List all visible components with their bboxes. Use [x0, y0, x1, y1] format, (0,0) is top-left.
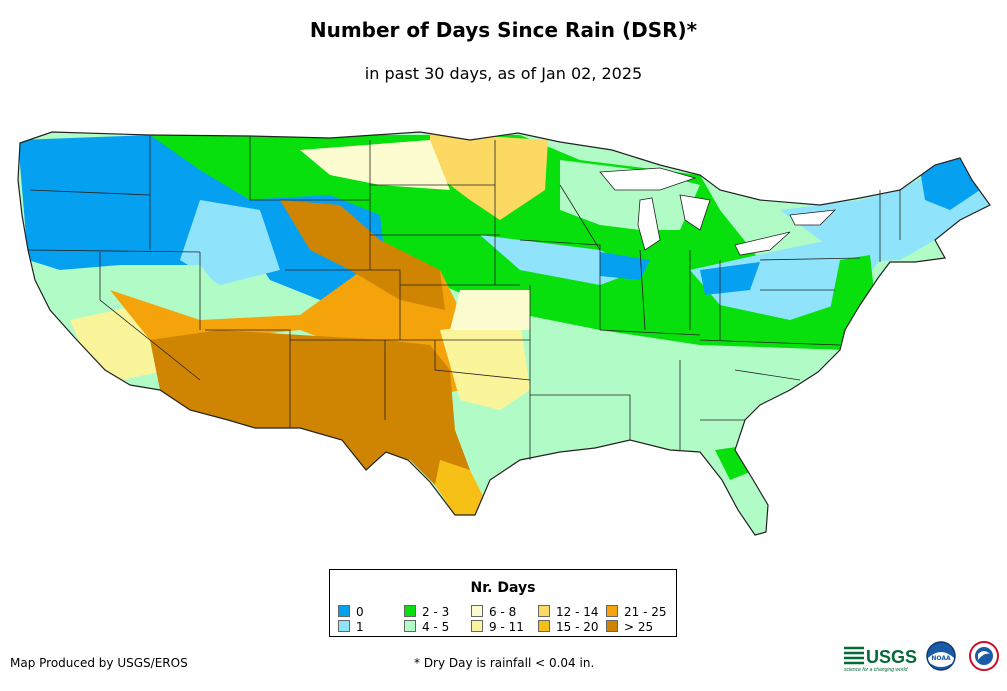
zone-6-8-northplains: [300, 140, 450, 190]
nws-logo: [969, 641, 999, 671]
legend-label: 21 - 25: [624, 605, 667, 619]
zone-0-midwest: [600, 252, 650, 280]
legend-item-12-14: 12 - 14: [538, 605, 599, 619]
noaa-logo: NOAA: [926, 641, 956, 671]
legend-swatch: [471, 605, 483, 617]
legend-swatch: [606, 605, 618, 617]
map-credit: Map Produced by USGS/EROS: [10, 656, 188, 670]
legend-swatch: [606, 620, 618, 632]
legend-swatch: [538, 620, 550, 632]
legend-swatch: [471, 620, 483, 632]
legend-label: 6 - 8: [489, 605, 517, 619]
legend-label: 15 - 20: [556, 620, 599, 634]
legend-title: Nr. Days: [470, 580, 536, 596]
zone-gt25-southwest: [150, 330, 470, 500]
legend-item-21-25: 21 - 25: [606, 605, 667, 619]
legend-label: 0: [356, 605, 364, 619]
legend-item-4-5: 4 - 5: [404, 620, 449, 634]
legend: Nr. Days 0 1 2 - 3 4 - 5 6 - 8 9 - 11 12…: [329, 569, 677, 637]
legend-item-6-8: 6 - 8: [471, 605, 516, 619]
legend-item-15-20: 15 - 20: [538, 620, 599, 634]
legend-item-gt25: > 25: [606, 620, 653, 634]
zone-9-11-southern-plains: [440, 320, 530, 410]
legend-label: 2 - 3: [422, 605, 450, 619]
zone-12-14-dakotas: [430, 133, 548, 220]
great-lakes: [599, 167, 837, 256]
legend-swatch: [404, 620, 416, 632]
map-title: Number of Days Since Rain (DSR)*: [309, 18, 698, 42]
usgs-tagline: science for a changing world: [844, 667, 908, 673]
us-outline: [17, 131, 991, 536]
legend-label: 9 - 11: [489, 620, 524, 634]
legend-swatch: [338, 605, 350, 617]
legend-swatch: [538, 605, 550, 617]
legend-label: 1: [356, 620, 364, 634]
state-boundaries: [27, 135, 901, 460]
footnote: * Dry Day is rainfall < 0.04 in.: [414, 656, 595, 670]
legend-item-0: 0: [338, 605, 364, 619]
noaa-wordmark: NOAA: [931, 655, 951, 662]
legend-swatch: [338, 620, 350, 632]
agency-logos: USGS science for a changing world NOAA: [844, 641, 999, 673]
map-subtitle: in past 30 days, as of Jan 02, 2025: [364, 64, 643, 83]
legend-label: > 25: [624, 620, 654, 634]
zone-6-8-southern-plains: [450, 290, 530, 330]
legend-item-9-11: 9 - 11: [471, 620, 524, 634]
legend-item-1: 1: [338, 620, 364, 634]
zone-0-maine: [920, 158, 980, 210]
zone-15-20-texas-coast: [435, 460, 485, 515]
legend-label: 4 - 5: [422, 620, 450, 634]
us-dsr-map: [17, 131, 991, 536]
legend-item-2-3: 2 - 3: [404, 605, 449, 619]
usgs-logo: USGS science for a changing world: [844, 646, 917, 673]
zone-gt25-central-rockies: [280, 200, 445, 310]
zone-1-rockies: [180, 200, 280, 285]
legend-swatch: [404, 605, 416, 617]
legend-label: 12 - 14: [556, 605, 599, 619]
zone-0-ohio: [700, 262, 760, 295]
usgs-wordmark: USGS: [866, 647, 917, 667]
